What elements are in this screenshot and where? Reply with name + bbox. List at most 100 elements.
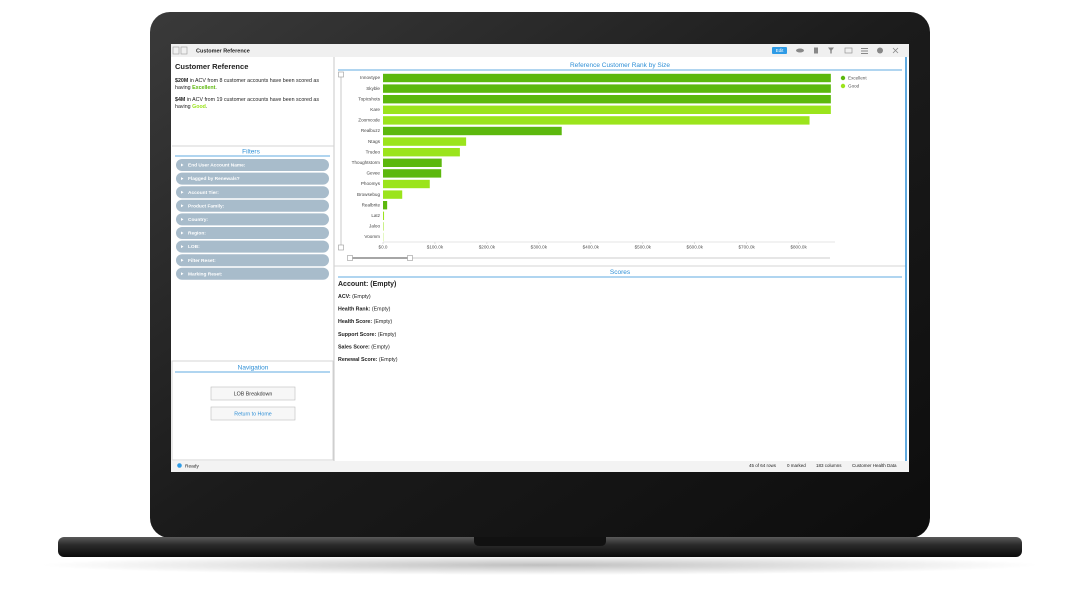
x-tick-label: $100.0k — [427, 245, 444, 250]
y-tick-label: Realbrite — [362, 202, 381, 207]
filter-label: Region: — [188, 231, 206, 237]
filter-label: Marking Reset: — [188, 271, 223, 277]
title-bar — [171, 44, 909, 57]
account-label: Account: (Empty) — [338, 281, 396, 288]
bar — [383, 179, 430, 189]
y-tick-label: Jaloo — [369, 224, 380, 229]
help-icon[interactable] — [877, 47, 883, 54]
toolbar-icons — [796, 47, 899, 54]
bar — [383, 201, 388, 210]
score-value: (Empty) — [370, 345, 390, 351]
summary-title: Customer Reference — [175, 62, 248, 71]
y-tick-label: Skyble — [366, 86, 380, 91]
summary-end: . — [215, 85, 216, 91]
status-marked: 0 marked — [787, 463, 806, 468]
toolbar-icon[interactable] — [796, 48, 804, 53]
y-tick-label: Voomm — [364, 234, 380, 239]
toolbar-icon[interactable] — [828, 47, 834, 54]
score-value: (Empty) — [377, 357, 397, 363]
status-dot — [177, 463, 182, 468]
bar — [383, 169, 442, 178]
scroll-handle[interactable] — [338, 244, 344, 251]
nav-forward-icon[interactable] — [180, 46, 188, 55]
filter-label: Filter Reset: — [188, 258, 216, 264]
toolbar-icon[interactable] — [861, 53, 868, 54]
score-label: Sales Score: — [338, 345, 370, 351]
scroll-handle[interactable] — [338, 71, 344, 78]
toolbar-icon[interactable] — [861, 48, 868, 49]
bar — [383, 73, 831, 83]
nav-button[interactable] — [210, 386, 296, 401]
filter-item[interactable] — [176, 199, 329, 212]
filter-arrow — [181, 204, 184, 208]
bar — [383, 211, 385, 220]
filters-title: Filters — [242, 149, 260, 156]
bar — [383, 190, 403, 199]
score-label: Health Rank: — [338, 307, 371, 313]
nav-button-label: Return to Home — [234, 411, 271, 417]
bar — [383, 84, 831, 93]
filter-arrow — [181, 272, 184, 276]
filter-item[interactable] — [176, 213, 329, 226]
scores-title: Scores — [610, 269, 631, 276]
nav-button[interactable] — [210, 406, 296, 421]
nav-back-icon[interactable] — [172, 46, 180, 55]
y-tick-label: Phoomys — [361, 181, 381, 186]
toolbar-icon[interactable] — [844, 47, 853, 54]
filter-item[interactable] — [176, 254, 329, 267]
summary-prefix: having — [175, 104, 192, 110]
toolbar-icon[interactable] — [814, 47, 818, 54]
y-tick-label: Zoomcode — [358, 118, 380, 123]
scroll-handle[interactable] — [407, 255, 413, 261]
bar — [383, 222, 384, 231]
status-state: Ready — [185, 463, 199, 469]
summary-text: in ACV from 19 customer accounts have be… — [185, 97, 319, 103]
toolbar-icon[interactable] — [861, 50, 868, 52]
chart-title: Reference Customer Rank by Size — [570, 62, 670, 69]
edit-button[interactable] — [772, 47, 787, 54]
close-icon[interactable] — [892, 47, 899, 54]
filter-item[interactable] — [176, 267, 329, 280]
y-tick-label: Browsebug — [357, 192, 380, 197]
bar — [383, 137, 467, 146]
filter-item[interactable] — [176, 240, 329, 253]
score-label: ACV: — [338, 294, 351, 300]
filter-item[interactable] — [176, 186, 329, 199]
summary-prefix: having — [175, 85, 192, 91]
nav-button-label: LOB Breakdown — [234, 391, 273, 397]
summary-end: . — [206, 104, 207, 110]
x-tick-label: $200.0k — [479, 245, 496, 250]
laptop-notch — [474, 537, 606, 546]
window-title: Customer Reference — [196, 48, 250, 54]
y-tick-label: Latz — [371, 213, 380, 218]
filter-item[interactable] — [176, 159, 329, 171]
y-tick-label: Thoughtstorm — [352, 160, 381, 165]
legend-swatch — [840, 75, 846, 81]
score-value: (Empty) — [376, 332, 396, 338]
filter-item[interactable] — [176, 227, 329, 239]
x-tick-label: $800.0k — [790, 245, 807, 250]
filter-arrow — [181, 245, 184, 249]
filter-arrow — [181, 177, 184, 181]
x-tick-label: $700.0k — [738, 245, 755, 250]
score-field: Renewal Score: (Empty) — [338, 357, 398, 363]
legend-swatch — [840, 83, 846, 89]
status-rows: 45 of 64 rows — [749, 463, 777, 468]
x-tick-label: $300.0k — [531, 245, 548, 250]
filter-item[interactable] — [176, 172, 329, 185]
x-tick-label: $600.0k — [687, 245, 704, 250]
score-value: (Empty) — [370, 307, 390, 313]
summary-amount: $20M — [175, 78, 189, 84]
score-label: Renewal Score: — [338, 357, 378, 363]
scroll-handle[interactable] — [347, 255, 353, 261]
summary-line: $20M in ACV from 8 customer accounts hav… — [175, 78, 319, 84]
x-tick-label: $0.0 — [379, 245, 388, 250]
score-field: Sales Score: (Empty) — [338, 345, 390, 351]
legend-label: Good — [848, 84, 860, 89]
score-field: Support Score: (Empty) — [338, 332, 397, 338]
summary-text: in ACV from 8 customer accounts have bee… — [188, 78, 319, 84]
filter-label: Product Family: — [188, 203, 225, 209]
legend-label: Excellent — [848, 76, 867, 81]
